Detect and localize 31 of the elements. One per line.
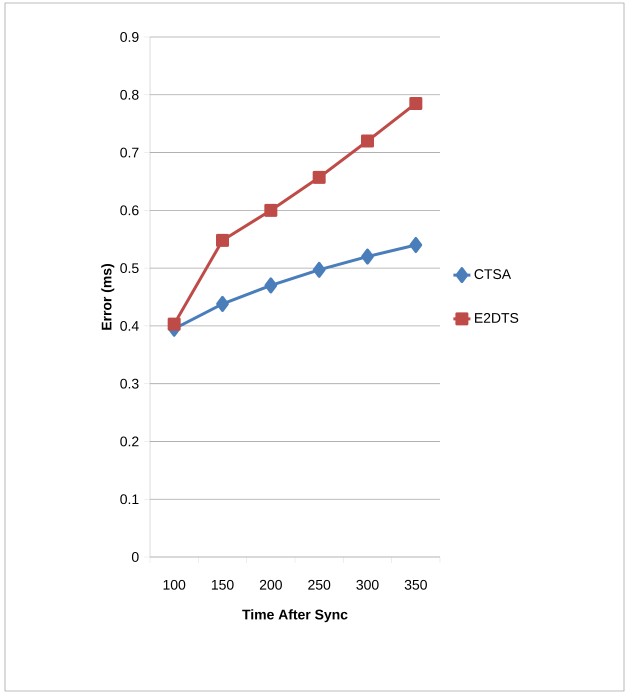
point xyxy=(264,277,278,294)
point xyxy=(216,234,229,247)
point xyxy=(312,170,326,184)
point xyxy=(216,296,229,312)
legend-label: CTSA xyxy=(474,269,512,280)
x-axis-title: Time After Sync xyxy=(242,609,348,622)
x-tick-label: 100 xyxy=(164,580,186,590)
legend-label: E2DTS xyxy=(475,312,518,323)
y-tick-label: 0.6 xyxy=(120,205,139,216)
point xyxy=(168,318,181,331)
point xyxy=(312,262,326,278)
y-tick-label: 0 xyxy=(132,552,139,562)
point xyxy=(409,96,422,110)
y-tick-label: 0.3 xyxy=(120,378,139,389)
x-tick-label: 350 xyxy=(404,580,427,590)
y-tick-label: 0.4 xyxy=(120,320,139,331)
y-tick-label: 0.8 xyxy=(120,90,139,100)
x-tick-label: 250 xyxy=(308,580,330,590)
y-tick-label: 0.9 xyxy=(120,32,138,42)
y-tick-label: 0.1 xyxy=(120,494,138,504)
y-axis-title: Error (ms) xyxy=(101,264,114,330)
x-tick-label: 150 xyxy=(212,580,234,590)
point xyxy=(361,248,374,265)
y-tick-label: 0.5 xyxy=(120,263,139,274)
y-tick-label: 0.2 xyxy=(120,436,138,446)
point xyxy=(264,204,278,217)
point xyxy=(361,134,374,148)
x-tick-label: 300 xyxy=(356,580,379,590)
point xyxy=(409,237,422,254)
y-tick-label: 0.7 xyxy=(120,148,138,158)
x-tick-label: 200 xyxy=(260,580,282,590)
